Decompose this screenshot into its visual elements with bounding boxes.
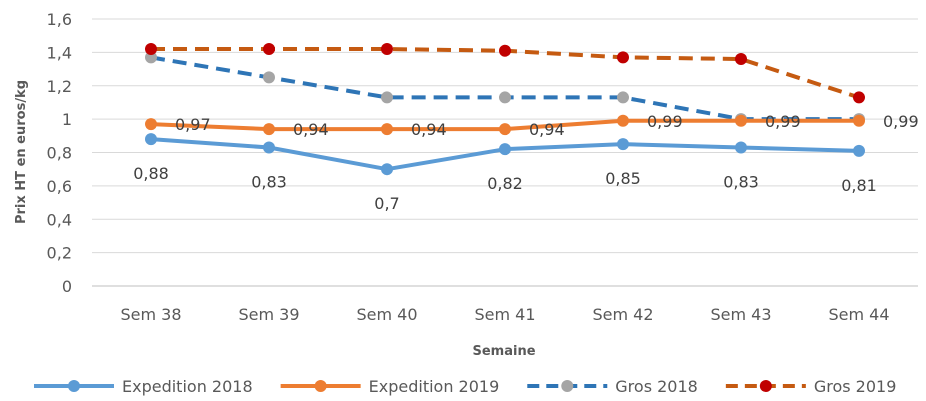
y-tick-label: 1,4 bbox=[47, 43, 72, 62]
legend-swatch-marker bbox=[561, 380, 574, 392]
x-tick-label: Sem 43 bbox=[710, 305, 771, 324]
data-label: 0,99 bbox=[883, 112, 919, 131]
series-point bbox=[499, 44, 511, 57]
legend-item: Gros 2018 bbox=[527, 377, 698, 396]
series-point bbox=[735, 53, 747, 66]
data-label: 0,7 bbox=[374, 194, 399, 213]
data-labels: 0,88 0,83 0,7 0,82 0,85 0,83 0,81 0,97 0,94 0,94 0… bbox=[133, 112, 918, 213]
legend-label: Expedition 2019 bbox=[369, 377, 500, 396]
y-tick-label: 0,6 bbox=[47, 177, 72, 196]
legend-swatch-marker bbox=[759, 380, 772, 392]
x-tick-label: Sem 40 bbox=[356, 305, 417, 324]
x-axis-title: Semaine bbox=[472, 344, 535, 359]
series-point bbox=[617, 114, 629, 127]
series-point bbox=[499, 91, 511, 104]
y-tick-label: 1,2 bbox=[47, 77, 72, 96]
series-point bbox=[145, 43, 157, 56]
data-label: 0,81 bbox=[841, 176, 877, 195]
series-line bbox=[150, 55, 859, 122]
series-point bbox=[145, 118, 157, 131]
series-point bbox=[381, 163, 393, 176]
series-point bbox=[617, 51, 629, 64]
series-point bbox=[263, 43, 275, 56]
data-label: 0,83 bbox=[723, 172, 759, 191]
series-point bbox=[499, 123, 511, 136]
y-axis-ticks: 0 0,2 0,4 0,6 0,8 1 1,2 1,4 1,6 bbox=[47, 10, 72, 296]
x-tick-label: Sem 39 bbox=[238, 305, 299, 324]
data-label: 0,83 bbox=[251, 172, 287, 191]
data-label: 0,94 bbox=[411, 120, 447, 139]
data-label: 0,99 bbox=[765, 112, 801, 131]
y-tick-label: 0 bbox=[62, 277, 72, 296]
legend-swatch-marker bbox=[68, 380, 80, 392]
x-tick-label: Sem 38 bbox=[120, 305, 181, 324]
y-tick-label: 1 bbox=[62, 110, 72, 129]
series-point bbox=[145, 133, 157, 146]
series-point bbox=[853, 114, 865, 127]
y-tick-label: 0,2 bbox=[47, 244, 72, 263]
data-label: 0,85 bbox=[605, 169, 641, 188]
legend-label: Gros 2018 bbox=[615, 377, 698, 396]
data-label: 0,99 bbox=[647, 112, 683, 131]
x-axis-ticks: Sem 38 Sem 39 Sem 40 Sem 41 Sem 42 Sem 43 Sem … bbox=[120, 305, 889, 324]
series-point bbox=[617, 138, 629, 151]
x-tick-label: Sem 44 bbox=[828, 305, 889, 324]
y-axis-title: Prix HT en euros/kg bbox=[14, 80, 29, 224]
legend-item: Gros 2019 bbox=[725, 377, 897, 396]
series-point bbox=[381, 91, 393, 104]
data-label: 0,82 bbox=[487, 174, 523, 193]
data-label: 0,97 bbox=[175, 115, 211, 134]
legend-label: Gros 2019 bbox=[814, 377, 897, 396]
series-point bbox=[853, 91, 865, 104]
series-point bbox=[263, 123, 275, 136]
series-point bbox=[381, 123, 393, 136]
legend-item: Expedition 2019 bbox=[280, 377, 500, 396]
legend: Expedition 2018 Expedition 2019 Gros 2018 G… bbox=[34, 377, 896, 396]
data-label: 0,88 bbox=[133, 164, 169, 183]
data-label: 0,94 bbox=[529, 120, 565, 139]
series-group bbox=[145, 43, 865, 176]
series-point bbox=[617, 91, 629, 104]
series-point bbox=[263, 71, 275, 84]
legend-item: Expedition 2018 bbox=[34, 377, 253, 396]
y-tick-label: 0,8 bbox=[47, 144, 72, 163]
legend-swatch-marker bbox=[314, 380, 327, 392]
series-point bbox=[499, 143, 511, 156]
y-tick-label: 0,4 bbox=[47, 210, 72, 229]
series-point bbox=[145, 51, 157, 64]
x-tick-label: Sem 42 bbox=[592, 305, 653, 324]
legend-label: Expedition 2018 bbox=[122, 377, 253, 396]
x-tick-label: Sem 41 bbox=[474, 305, 535, 324]
series-point bbox=[735, 114, 747, 127]
series-point bbox=[381, 43, 393, 56]
data-label: 0,94 bbox=[293, 120, 329, 139]
series-point bbox=[853, 144, 865, 157]
y-tick-label: 1,6 bbox=[47, 10, 72, 29]
series-point bbox=[735, 141, 747, 154]
series-point bbox=[263, 141, 275, 154]
